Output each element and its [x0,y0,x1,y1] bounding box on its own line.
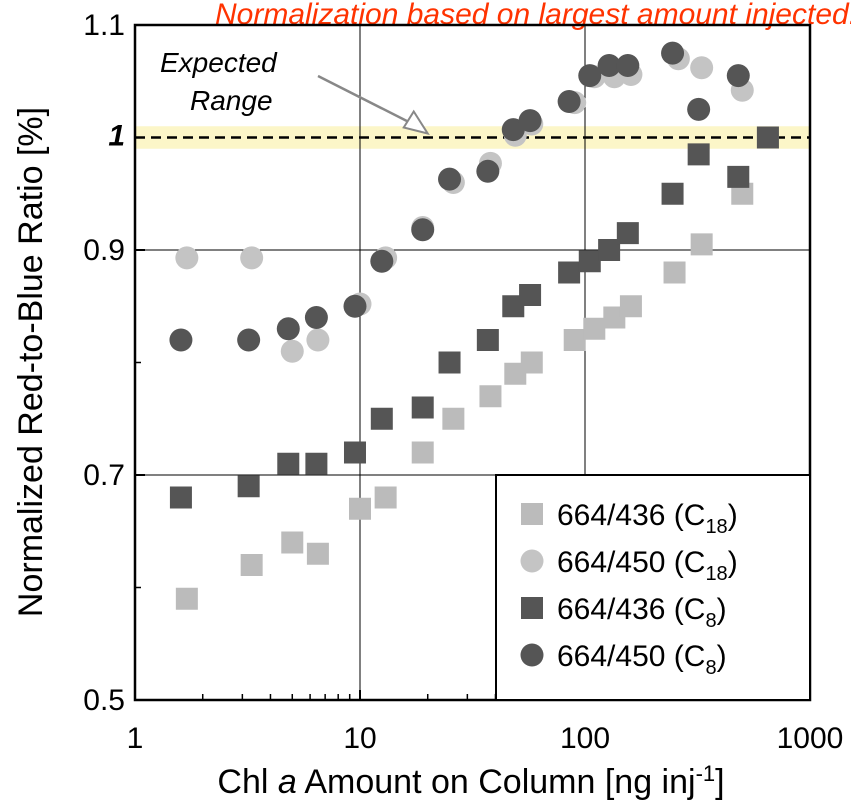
data-point-square [306,542,329,565]
axis-ticks: 1 10 100 1000 0.5 0.7 0.9 1 1.1 [83,9,843,755]
data-point-square [479,385,502,408]
data-point-circle [518,109,542,133]
data-point-square [598,239,621,261]
data-point-square [349,497,371,520]
data-point-circle [343,294,367,318]
data-point-square [563,329,586,351]
annotation-arrow-head [402,109,430,136]
data-point-square [502,295,525,318]
data-point-square [520,351,543,374]
y-tick-label: 1 [108,120,125,153]
data-point-circle [597,54,621,77]
data-point-square [578,250,601,273]
annotation-line-2: Range [190,85,273,116]
data-points [169,41,779,610]
x-tick-label: 1000 [777,722,844,755]
data-point-square [411,441,434,464]
data-point-circle [175,246,199,270]
data-point-square [240,554,263,576]
legend-box [495,474,811,701]
data-point-square [616,222,639,245]
y-tick-label: 1.1 [83,9,125,42]
data-point-circle [687,97,711,121]
data-point-square [583,317,606,340]
data-point-circle [661,41,685,65]
data-point-circle [578,64,602,88]
data-point-square [305,452,328,475]
data-point-circle [438,167,462,191]
x-axis-label-pre: Chl [217,763,277,801]
data-point-circle [370,249,394,273]
data-point-square [237,475,260,498]
data-point-circle [690,56,714,80]
data-point-square [476,329,499,351]
y-tick-label: 0.9 [83,234,125,267]
data-point-circle [557,90,581,113]
data-point-square [519,284,542,306]
y-tick-label: 0.7 [83,459,125,492]
legend-marker-circle [520,643,544,667]
data-point-circle [280,339,304,363]
data-point-square [558,261,581,284]
x-tick-label: 100 [560,722,610,755]
x-axis-label-italic: a [278,763,297,801]
y-tick-label: 0.5 [83,684,125,717]
annotation-line-1: Expected [160,47,278,78]
legend-marker-square [521,503,543,525]
data-point-square [661,182,684,205]
x-axis-label-sup: -1 [696,761,716,786]
data-point-circle [501,118,525,142]
data-point-circle [240,246,264,270]
data-point-square [281,531,304,554]
data-point-circle [237,328,261,352]
data-point-square [442,407,465,430]
data-point-circle [476,159,500,183]
data-point-circle [411,218,435,242]
x-tick-label: 10 [343,722,376,755]
x-axis-label: Chl a Amount on Column [ng inj-1] [217,761,724,801]
data-point-square [343,441,366,464]
series-4 [169,41,750,352]
data-point-square [411,396,434,419]
data-point-square [374,486,397,509]
data-point-circle [616,54,640,77]
data-point-square [727,165,750,188]
data-point-square [663,261,686,284]
legend-marker-square [521,597,543,619]
legend: 664/436 (C18) 664/450 (C18) 664/436 (C8) 66… [495,474,811,701]
annotation-arrow-shaft [317,74,417,127]
data-point-square [731,182,754,205]
x-tick-label: 1 [127,722,144,755]
data-point-square [603,306,626,329]
legend-marker-circle [520,549,544,573]
data-point-square [175,587,198,610]
data-point-square [438,351,461,374]
legend-entry: 664/450 (C18) [557,546,738,585]
legend-entry: 664/436 (C8) [557,593,727,632]
y-axis-label: Normalized Red-to-Blue Ratio [%] [12,107,50,617]
normalization-note: Normalization based on largest amount in… [215,0,851,31]
expected-range-annotation: Expected Range [160,47,430,136]
data-point-square [370,407,393,430]
legend-entry: 664/436 (C18) [557,499,738,538]
data-point-circle [726,64,750,88]
data-point-square [169,486,192,509]
data-point-square [687,143,710,166]
data-point-circle [306,328,330,352]
data-point-square [277,452,300,475]
data-point-square [690,233,713,256]
x-axis-label-post: Amount on Column [ng inj [297,763,696,801]
data-point-circle [304,306,328,329]
data-point-circle [276,317,300,341]
data-point-circle [169,328,193,352]
legend-entry: 664/450 (C8) [557,640,727,679]
data-point-square [619,295,642,318]
x-axis-label-end: ] [715,763,724,801]
data-point-square [756,126,779,149]
series-3 [169,126,779,509]
